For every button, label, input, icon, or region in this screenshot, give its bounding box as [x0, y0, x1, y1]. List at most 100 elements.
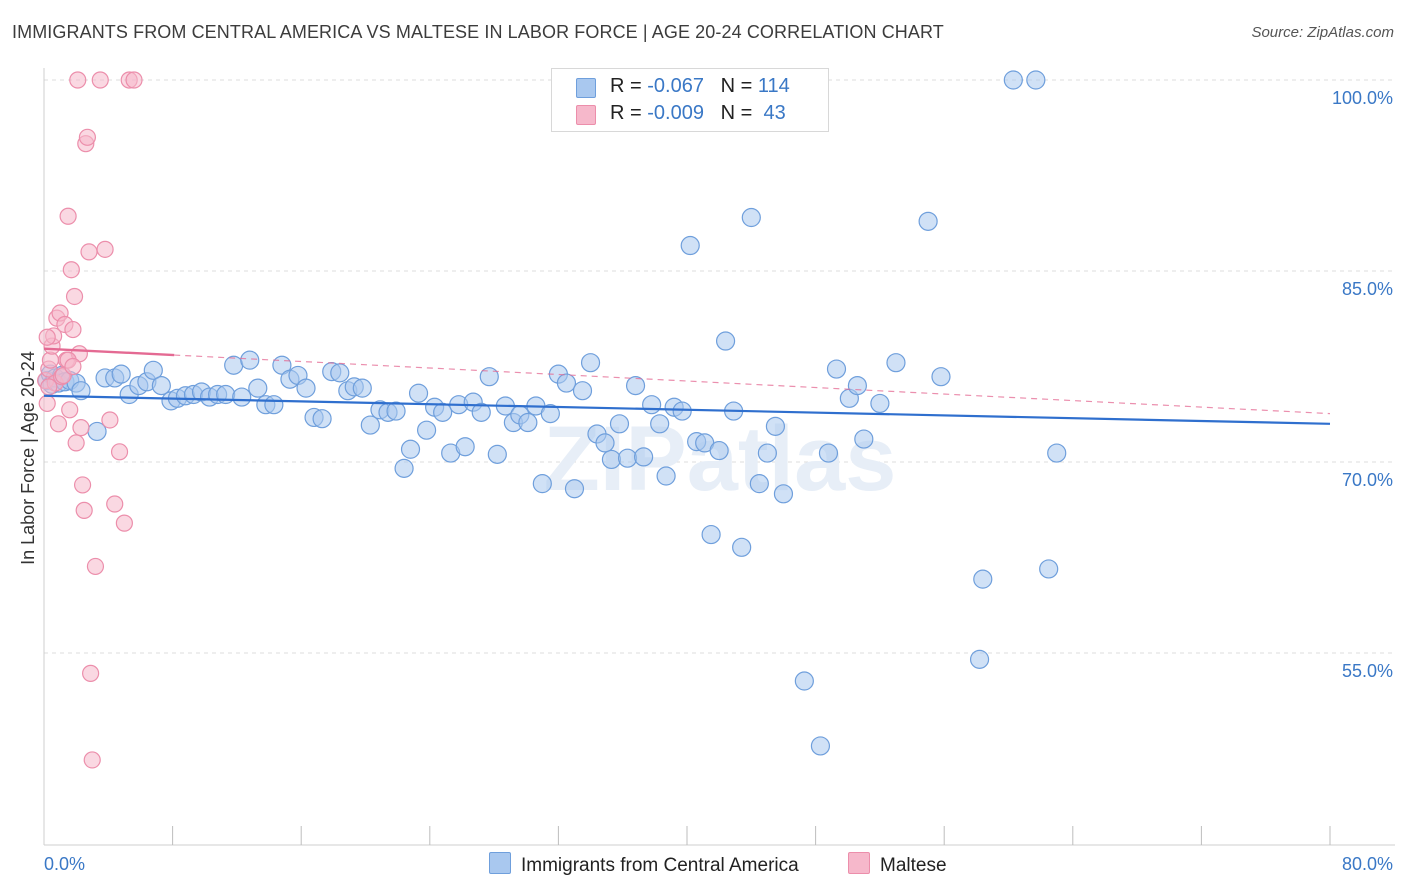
- pink-point: [38, 394, 56, 413]
- pink-point: [69, 71, 87, 89]
- blue-point: [642, 395, 662, 415]
- pink-trend-extension: [174, 354, 1331, 415]
- blue-point: [360, 415, 380, 435]
- blue-point: [672, 401, 692, 421]
- pink-point: [83, 751, 101, 769]
- y-axis-label: In Labor Force | Age 20-24: [18, 351, 38, 565]
- blue-point: [732, 537, 752, 557]
- blue-point: [1047, 443, 1067, 463]
- blue-point: [296, 378, 316, 398]
- blue-point: [111, 364, 131, 384]
- blue-point: [709, 440, 729, 461]
- blue-point: [818, 443, 839, 463]
- blue-point: [870, 393, 890, 414]
- pink-point: [49, 415, 68, 433]
- blue-point: [854, 429, 874, 449]
- blue-point: [564, 479, 585, 499]
- blue-point: [487, 444, 507, 464]
- pink-point: [106, 495, 124, 513]
- blue-point: [1039, 559, 1059, 579]
- blue-point: [572, 381, 593, 401]
- blue-point: [1003, 70, 1023, 90]
- blue-point: [680, 235, 700, 256]
- blue-point: [765, 416, 786, 436]
- blue-trend-line: [43, 394, 1331, 425]
- y-tick-labels: 100.0% 85.0% 70.0% 55.0%: [1332, 88, 1393, 681]
- pink-point: [80, 243, 98, 261]
- blue-point: [580, 353, 601, 373]
- pink-point: [62, 261, 80, 279]
- bottom-legend-label: Immigrants from Central America: [521, 855, 799, 876]
- blue-point: [232, 387, 252, 407]
- blue-point: [224, 355, 244, 375]
- data-points: [37, 70, 1067, 769]
- pink-point: [96, 240, 114, 258]
- pink-point: [125, 71, 143, 89]
- blue-point: [969, 649, 990, 669]
- pink-point: [59, 207, 77, 225]
- pink-point: [67, 434, 85, 452]
- y-tick-label: 100.0%: [1332, 88, 1393, 108]
- blue-point: [715, 331, 736, 351]
- source-label: Source: ZipAtlas.com: [1251, 24, 1394, 41]
- blue-point: [540, 404, 560, 424]
- blue-point: [886, 353, 906, 373]
- blue-point: [240, 350, 260, 370]
- pink-point: [91, 71, 109, 89]
- bottom-legend-blue: Immigrants from Central America: [489, 852, 799, 877]
- blue-point: [757, 443, 777, 463]
- pink-trend-line: [43, 347, 175, 357]
- x-tick-labels: 0.0% 80.0%: [44, 854, 1393, 874]
- blue-point: [455, 437, 475, 457]
- pink-point: [40, 378, 58, 396]
- blue-swatch: [489, 852, 511, 874]
- blue-point: [264, 395, 284, 415]
- blue-point: [826, 359, 847, 379]
- blue-point: [330, 363, 350, 383]
- blue-point: [773, 484, 794, 504]
- pink-point: [82, 664, 100, 682]
- legend-n-label: N =: [720, 102, 753, 124]
- pink-point: [72, 419, 90, 437]
- blue-point: [810, 736, 831, 756]
- blue-point: [918, 211, 938, 231]
- pink-point: [64, 320, 82, 339]
- blue-point: [312, 409, 332, 429]
- blue-point: [556, 373, 577, 393]
- pink-point: [75, 501, 93, 519]
- legend-r-value: -0.009: [647, 102, 704, 124]
- blue-point: [532, 474, 552, 494]
- pink-point: [64, 357, 82, 376]
- pink-point: [78, 128, 97, 146]
- legend-n-value: 43: [763, 102, 786, 124]
- blue-point: [151, 376, 171, 396]
- blue-point: [656, 466, 676, 486]
- blue-point: [408, 383, 429, 403]
- blue-point: [352, 378, 372, 398]
- x-tick-label: 80.0%: [1342, 854, 1393, 874]
- blue-point: [973, 569, 993, 589]
- chart-title: IMMIGRANTS FROM CENTRAL AMERICA VS MALTE…: [12, 22, 944, 42]
- pink-point: [115, 514, 133, 532]
- blue-point: [601, 449, 622, 470]
- blue-point: [749, 474, 769, 494]
- legend-r-label: R =: [610, 75, 642, 97]
- pink-point: [110, 443, 129, 461]
- blue-point: [595, 433, 615, 453]
- pink-point: [61, 401, 79, 419]
- blue-point: [1026, 70, 1046, 90]
- blue-point: [248, 378, 268, 398]
- blue-point: [416, 420, 437, 440]
- blue-point: [71, 381, 91, 401]
- blue-point: [386, 401, 406, 421]
- legend-r-label: R =: [610, 102, 642, 124]
- pink-swatch: [848, 852, 870, 874]
- blue-point: [471, 402, 491, 422]
- blue-point: [741, 207, 761, 228]
- blue-point: [794, 671, 814, 691]
- pink-point: [101, 411, 119, 429]
- bottom-legend-label: Maltese: [880, 855, 947, 876]
- blue-swatch: [576, 78, 596, 98]
- blue-point: [847, 376, 867, 396]
